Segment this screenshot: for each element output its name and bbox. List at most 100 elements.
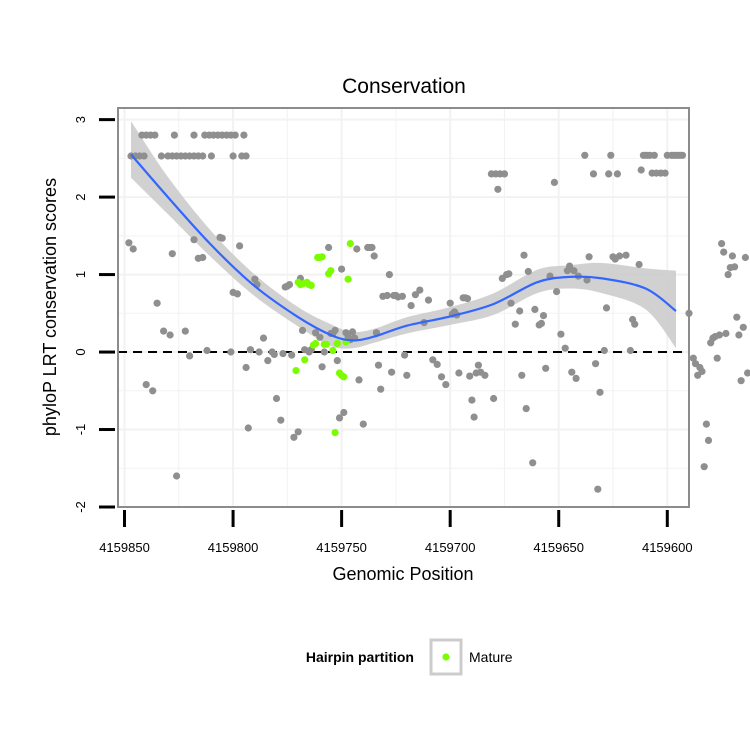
other-point xyxy=(583,276,591,284)
other-point xyxy=(637,166,645,174)
other-point xyxy=(240,131,248,139)
x-axis-title: Genomic Position xyxy=(332,564,473,584)
other-point xyxy=(724,271,732,279)
other-point xyxy=(704,436,713,444)
other-point xyxy=(186,352,194,360)
other-point xyxy=(566,262,574,270)
other-point xyxy=(550,178,559,186)
other-point xyxy=(700,463,708,471)
other-point xyxy=(359,420,367,428)
other-point xyxy=(715,331,724,339)
mature-point xyxy=(333,339,341,348)
other-point xyxy=(524,267,532,276)
x-tick-label: 4159850 xyxy=(99,540,150,555)
other-point xyxy=(661,169,669,177)
other-point xyxy=(236,242,244,250)
x-tick-label: 4159650 xyxy=(533,540,584,555)
other-point xyxy=(355,376,363,384)
other-point xyxy=(338,265,346,273)
other-point xyxy=(622,251,630,259)
y-tick-label: 3 xyxy=(73,116,88,123)
other-point xyxy=(505,270,513,278)
other-point xyxy=(259,334,268,342)
other-point xyxy=(140,152,148,160)
other-point xyxy=(605,170,613,178)
x-axis: 4159850 4159800 4159750 4159700 4159650 41596… xyxy=(99,510,693,555)
other-point xyxy=(518,371,526,379)
other-point xyxy=(416,286,424,294)
other-point xyxy=(388,368,396,376)
other-point xyxy=(572,374,580,382)
mature-point xyxy=(322,340,330,348)
other-point xyxy=(733,313,741,321)
mature-point xyxy=(346,240,354,248)
other-point xyxy=(348,328,357,336)
mature-point xyxy=(331,429,339,437)
smooth-curve xyxy=(130,153,677,342)
other-point xyxy=(468,396,476,404)
other-point xyxy=(203,346,211,355)
other-point xyxy=(218,234,226,242)
other-point xyxy=(325,243,333,252)
other-point xyxy=(607,151,615,159)
other-point xyxy=(602,304,611,312)
other-point xyxy=(537,319,546,327)
other-point xyxy=(728,252,737,260)
other-point xyxy=(368,243,376,252)
other-point xyxy=(277,416,285,424)
other-point xyxy=(374,361,383,369)
other-point xyxy=(561,344,569,352)
mature-point xyxy=(312,339,320,348)
other-point xyxy=(613,170,622,178)
other-point xyxy=(481,371,489,379)
x-tick-label: 4159800 xyxy=(208,540,259,555)
confidence-ribbon-area xyxy=(131,121,676,349)
panel-border xyxy=(117,107,690,508)
other-point xyxy=(507,299,515,307)
other-point xyxy=(181,327,189,335)
other-point xyxy=(429,356,437,364)
y-tick-label: -2 xyxy=(73,501,88,513)
other-point xyxy=(244,424,252,432)
other-point xyxy=(233,290,241,298)
other-point xyxy=(353,245,361,253)
other-point xyxy=(231,131,239,139)
other-point xyxy=(403,371,411,379)
other-point xyxy=(285,281,294,289)
mature-point xyxy=(292,367,300,375)
other-point xyxy=(129,245,137,253)
other-point xyxy=(157,152,165,160)
other-point xyxy=(335,414,344,422)
legend-title: Hairpin partition xyxy=(306,649,414,665)
other-point xyxy=(600,346,608,355)
other-point xyxy=(713,354,721,362)
other-point xyxy=(333,357,341,365)
other-point xyxy=(279,350,287,358)
other-point xyxy=(494,185,502,193)
other-point xyxy=(270,350,278,358)
other-point xyxy=(531,305,539,313)
other-point xyxy=(272,394,281,403)
scatter-points xyxy=(125,131,750,493)
other-point xyxy=(242,152,250,160)
other-point xyxy=(312,329,320,337)
other-point xyxy=(170,131,178,139)
other-point xyxy=(385,271,393,279)
other-point xyxy=(455,369,463,377)
other-point xyxy=(581,151,589,159)
other-point xyxy=(190,131,198,139)
other-point xyxy=(290,433,298,441)
other-point xyxy=(539,312,548,320)
other-point xyxy=(294,428,302,436)
other-point xyxy=(190,236,198,244)
mature-point xyxy=(307,281,315,289)
other-point xyxy=(474,361,482,369)
other-point xyxy=(340,408,348,417)
y-tick-label: 2 xyxy=(73,193,88,200)
other-point xyxy=(207,152,215,160)
other-point xyxy=(490,394,498,403)
other-point xyxy=(520,251,528,259)
other-point xyxy=(731,263,739,271)
other-point xyxy=(151,131,159,139)
other-point xyxy=(251,275,259,283)
